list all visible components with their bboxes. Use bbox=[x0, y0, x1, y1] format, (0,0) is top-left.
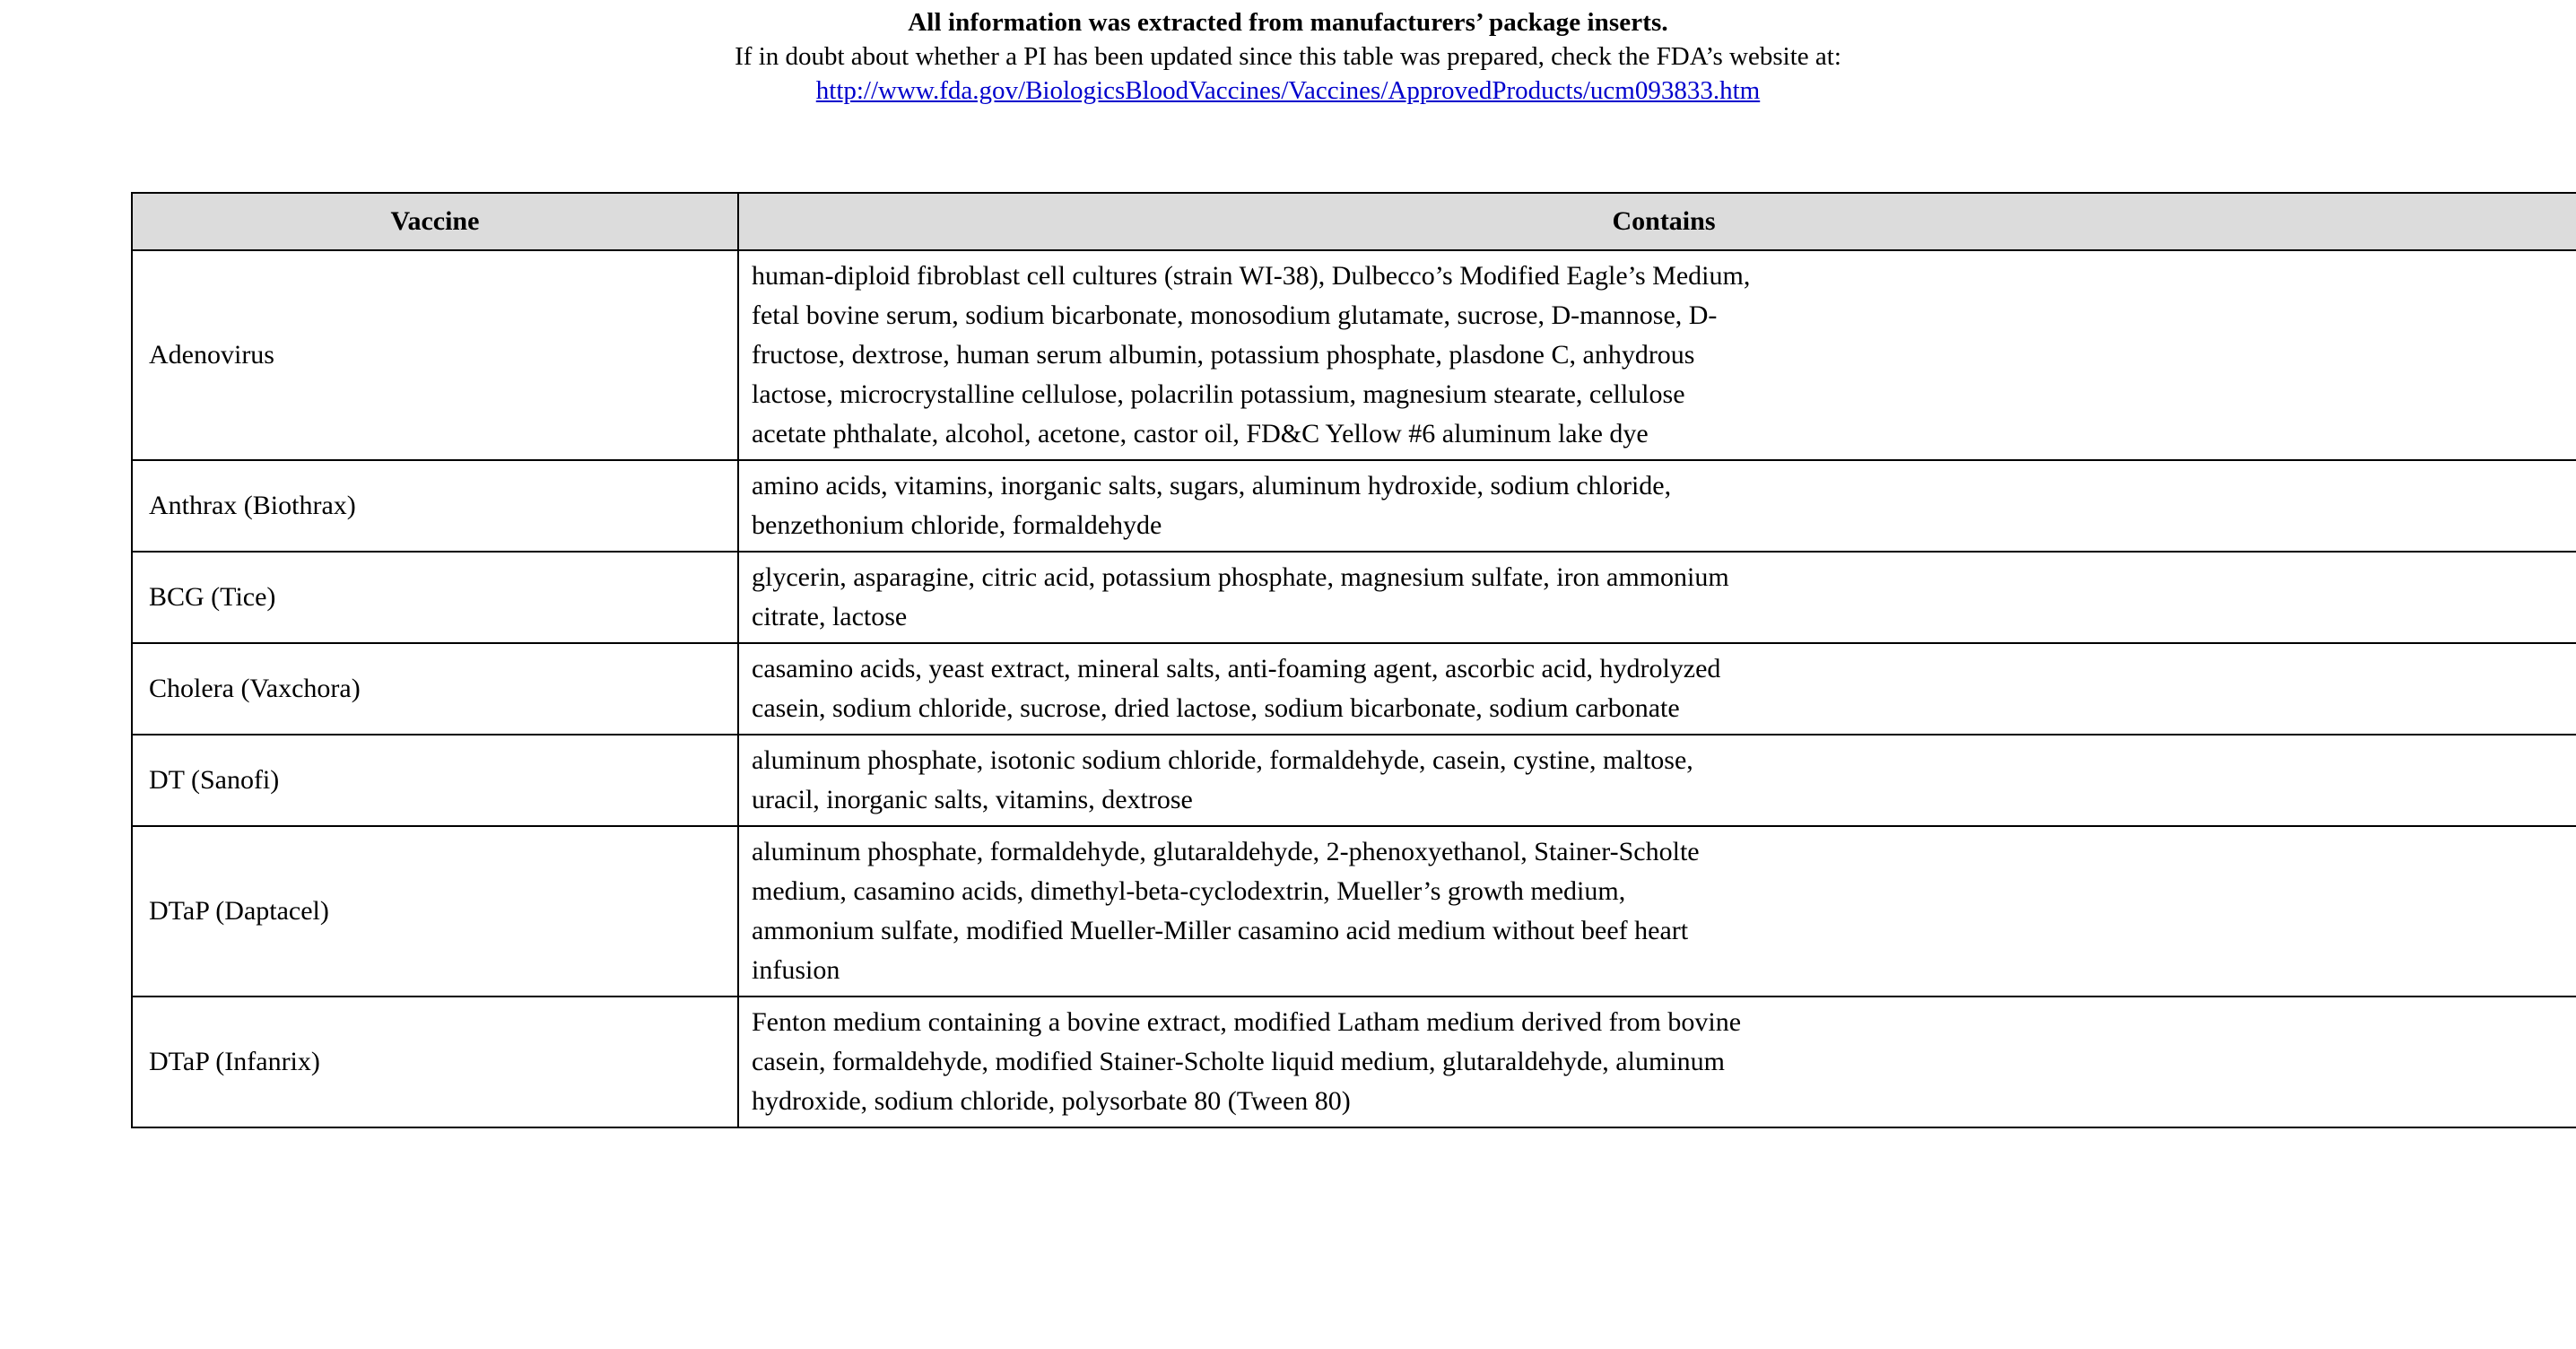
vaccine-name-cell: BCG (Tice) bbox=[131, 551, 739, 644]
contains-line: Fenton medium containing a bovine extrac… bbox=[752, 1007, 1742, 1037]
table-header-row: Vaccine Contains bbox=[131, 192, 2576, 251]
contains-line: aluminum phosphate, formaldehyde, glutar… bbox=[752, 837, 1700, 866]
contains-line: citrate, lactose bbox=[752, 602, 908, 631]
contains-line: uracil, inorganic salts, vitamins, dextr… bbox=[752, 785, 1193, 814]
table-header: Vaccine Contains bbox=[131, 192, 2576, 251]
vaccine-contains-cell: glycerin, asparagine, citric acid, potas… bbox=[737, 551, 2576, 644]
contains-line: casein, formaldehyde, modified Stainer-S… bbox=[752, 1047, 1725, 1076]
contains-line: ammonium sulfate, modified Mueller-Mille… bbox=[752, 916, 1689, 945]
vaccine-name-cell: DTaP (Infanrix) bbox=[131, 996, 739, 1128]
vaccine-contains-cell: human-diploid fibroblast cell cultures (… bbox=[737, 249, 2576, 461]
fda-website-link[interactable]: http://www.fda.gov/BiologicsBloodVaccine… bbox=[815, 76, 1761, 105]
vaccine-ingredients-table-wrapper: Vaccine Contains Adenovirus human-diploid… bbox=[131, 192, 2576, 1128]
table-row: DTaP (Daptacel) aluminum phosphate, forma… bbox=[131, 825, 2576, 997]
contains-line: hydroxide, sodium chloride, polysorbate … bbox=[752, 1086, 1351, 1116]
contains-line: casein, sodium chloride, sucrose, dried … bbox=[752, 693, 1680, 723]
vaccine-contains-cell: aluminum phosphate, formaldehyde, glutar… bbox=[737, 825, 2576, 997]
vaccine-name-cell: Cholera (Vaxchora) bbox=[131, 642, 739, 735]
contains-line: acetate phthalate, alcohol, acetone, cas… bbox=[752, 419, 1649, 448]
table-row: DT (Sanofi) aluminum phosphate, isotonic … bbox=[131, 734, 2576, 827]
header-note-secondary: If in doubt about whether a PI has been … bbox=[735, 42, 1841, 71]
vaccine-name-cell: Anthrax (Biothrax) bbox=[131, 459, 739, 553]
contains-line: fructose, dextrose, human serum albumin,… bbox=[752, 340, 1695, 370]
vaccine-contains-cell: Fenton medium containing a bovine extrac… bbox=[737, 996, 2576, 1128]
contains-line: medium, casamino acids, dimethyl-beta-cy… bbox=[752, 876, 1626, 906]
contains-line: benzethonium chloride, formaldehyde bbox=[752, 510, 1162, 540]
vaccine-contains-cell: amino acids, vitamins, inorganic salts, … bbox=[737, 459, 2576, 553]
contains-line: glycerin, asparagine, citric acid, potas… bbox=[752, 562, 1729, 592]
column-header-vaccine: Vaccine bbox=[131, 192, 739, 251]
contains-line: amino acids, vitamins, inorganic salts, … bbox=[752, 471, 1672, 500]
table-row: Adenovirus human-diploid fibroblast cell … bbox=[131, 249, 2576, 461]
contains-line: casamino acids, yeast extract, mineral s… bbox=[752, 654, 1721, 683]
document-header: All information was extracted from manuf… bbox=[0, 0, 2576, 108]
header-note-bold: All information was extracted from manuf… bbox=[908, 8, 1668, 37]
table-row: Cholera (Vaxchora) casamino acids, yeast … bbox=[131, 642, 2576, 735]
table-row: Anthrax (Biothrax) amino acids, vitamins,… bbox=[131, 459, 2576, 553]
contains-line: infusion bbox=[752, 955, 840, 985]
vaccine-contains-cell: aluminum phosphate, isotonic sodium chlo… bbox=[737, 734, 2576, 827]
header-link-line: http://www.fda.gov/BiologicsBloodVaccine… bbox=[0, 74, 2576, 108]
contains-line: human-diploid fibroblast cell cultures (… bbox=[752, 261, 1751, 291]
vaccine-contains-cell: casamino acids, yeast extract, mineral s… bbox=[737, 642, 2576, 735]
vaccine-ingredients-table: Vaccine Contains Adenovirus human-diploid… bbox=[131, 192, 2576, 1128]
column-header-contains: Contains bbox=[737, 192, 2576, 251]
vaccine-name-cell: DTaP (Daptacel) bbox=[131, 825, 739, 997]
vaccine-name-cell: Adenovirus bbox=[131, 249, 739, 461]
vaccine-name-cell: DT (Sanofi) bbox=[131, 734, 739, 827]
contains-line: fetal bovine serum, sodium bicarbonate, … bbox=[752, 300, 1718, 330]
table-row: BCG (Tice) glycerin, asparagine, citric a… bbox=[131, 551, 2576, 644]
contains-line: aluminum phosphate, isotonic sodium chlo… bbox=[752, 745, 1693, 775]
table-body: Adenovirus human-diploid fibroblast cell … bbox=[131, 249, 2576, 1128]
contains-line: lactose, microcrystalline cellulose, pol… bbox=[752, 379, 1685, 409]
table-row: DTaP (Infanrix) Fenton medium containing … bbox=[131, 996, 2576, 1128]
